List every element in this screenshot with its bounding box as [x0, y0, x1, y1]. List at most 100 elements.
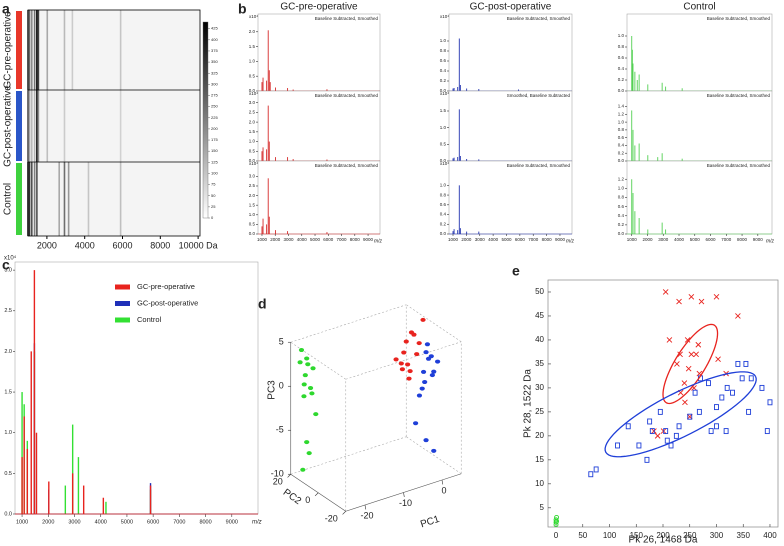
y-tick-label: 0.2: [618, 222, 625, 227]
point-x: [681, 380, 688, 386]
x-tick-label: 6000: [323, 237, 334, 242]
y-tick-label: 0.0: [249, 158, 256, 163]
point-square: [723, 428, 729, 435]
spectrum-annotation: Baseline Subtracted, Smoothed: [315, 163, 379, 168]
group-label: Control: [3, 183, 14, 215]
confidence-ellipse: [604, 371, 757, 458]
spectrum-frame: [626, 90, 773, 162]
colorbar-label: 375: [211, 48, 218, 53]
y-tick-label: 1.0: [4, 430, 12, 436]
spectrum-frame: [257, 90, 381, 162]
point-square: [746, 408, 752, 415]
pca-point: [310, 366, 316, 371]
y-tick-label: 1.5: [249, 202, 256, 207]
point-circle: [553, 522, 559, 528]
x-tick-label: 9000: [555, 237, 566, 242]
colorbar-label: 0: [211, 215, 214, 220]
point-square: [767, 399, 773, 406]
y-axis-label: Pk 28, 1522 Da: [523, 369, 534, 438]
y-tick-label: 1.0: [249, 59, 256, 64]
pca-point: [304, 356, 310, 361]
pca-point: [405, 362, 411, 367]
y-tick-label: 1.0: [618, 119, 625, 124]
plot-frame: [14, 261, 259, 515]
box-edge: [406, 436, 462, 474]
y-tick-label: 0.6: [440, 202, 447, 207]
pca-point: [429, 373, 435, 378]
pca-point: [431, 369, 437, 374]
pca-point: [416, 341, 422, 346]
y-tick-label: 3.0: [249, 174, 256, 179]
colorbar-label: 75: [211, 182, 216, 187]
pca-point: [313, 412, 319, 417]
point-square: [625, 423, 631, 430]
pc1-tick-label: -10: [399, 498, 412, 508]
colorbar-label: 250: [211, 104, 218, 109]
y-tick-label: 40: [535, 335, 544, 344]
colorbar-label: 100: [211, 171, 218, 176]
y-multiplier: x10⁴: [440, 91, 449, 96]
confidence-ellipse: [662, 323, 719, 405]
point-square: [714, 404, 719, 411]
y-tick-label: 0.6: [618, 204, 625, 209]
y-tick-label: 0.2: [440, 221, 447, 226]
point-square: [739, 375, 745, 382]
point-square: [649, 428, 655, 435]
y-tick-label: 1.0: [249, 139, 256, 144]
x-tick-label: 8000: [737, 237, 748, 242]
point-x: [677, 351, 683, 358]
spectrum-annotation: Baseline Subtracted, Smoothed: [507, 16, 571, 21]
y-tick-label: 2.0: [249, 119, 256, 124]
point-square: [657, 408, 663, 415]
panel-letter: e: [512, 263, 520, 279]
pca-point: [424, 342, 431, 347]
y-tick-label: 0.8: [618, 195, 625, 200]
point-square: [673, 432, 679, 439]
pca-point: [420, 369, 427, 374]
column-title: GC-post-operative: [470, 2, 552, 13]
y-tick-label: 5: [540, 503, 545, 512]
colorbar-label: 275: [211, 93, 218, 98]
panel-letter: c: [2, 257, 10, 273]
column-title: Control: [683, 2, 715, 13]
group-bar: [16, 91, 22, 161]
legend-label: GC-post-operative: [137, 298, 198, 307]
point-x: [666, 337, 673, 343]
x-tick-label: 3000: [68, 519, 80, 525]
point-x: [735, 313, 741, 319]
colorbar-label: 125: [211, 159, 218, 164]
y-tick-label: 0.0: [440, 88, 447, 93]
pc1-tick: [441, 479, 444, 485]
y-tick-label: 2.0: [249, 193, 256, 198]
pc2-tick-label: 20: [273, 477, 283, 487]
point-square: [730, 389, 735, 396]
y-multiplier: x10⁴: [249, 14, 258, 19]
y-tick-label: 0.5: [249, 148, 256, 153]
colorbar-label: 350: [211, 59, 218, 64]
x-tick-label: 4000: [297, 237, 308, 242]
x-tick-label: 5000: [690, 237, 701, 242]
y-tick-label: 0.0: [4, 511, 12, 517]
y-tick-label: 0.0: [618, 158, 625, 163]
box-edge: [345, 341, 462, 380]
y-tick-label: 1.5: [249, 129, 256, 134]
pca-point: [306, 451, 312, 456]
x-tick-label: 250: [683, 531, 697, 540]
pca-point: [393, 357, 399, 362]
pca-point: [406, 376, 412, 381]
panel-letter: a: [2, 1, 10, 17]
pca-point: [423, 438, 429, 443]
spectrum-frame: [448, 90, 573, 162]
y-tick-label: 1.5: [4, 390, 12, 396]
x-tick-label: 4000: [75, 240, 95, 250]
spectrum-annotation: Baseline Subtracted, Smoothed: [507, 163, 571, 168]
spectrum-frame: [257, 160, 381, 235]
box-edge: [290, 342, 346, 380]
x-tick-label: 7000: [721, 237, 732, 242]
point-square: [743, 360, 749, 367]
pc1-tick-label: -20: [360, 510, 373, 520]
y-tick-label: 0.5: [249, 73, 256, 78]
point-square: [676, 423, 682, 430]
pca-point: [297, 360, 303, 365]
pca-point: [305, 362, 311, 367]
